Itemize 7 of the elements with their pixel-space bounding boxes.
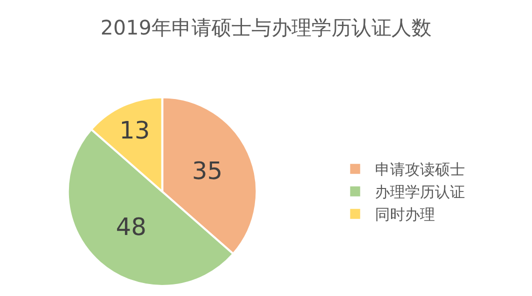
data-label: 35 <box>192 157 223 186</box>
data-label: 48 <box>116 213 146 242</box>
legend-label: 申请攻读硕士 <box>375 160 466 179</box>
chart-title: 2019年申请硕士与办理学历认证人数 <box>100 16 432 40</box>
data-label: 13 <box>119 116 150 145</box>
legend-label: 同时办理 <box>375 206 436 224</box>
legend-label: 办理学历认证 <box>375 183 466 202</box>
